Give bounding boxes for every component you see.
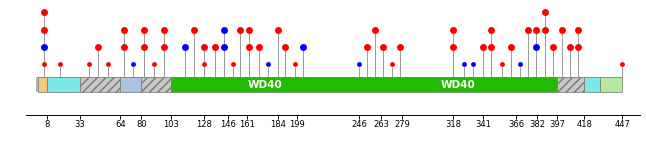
Bar <box>37 77 47 92</box>
Bar <box>359 77 557 92</box>
Bar <box>141 77 171 92</box>
Bar <box>600 77 623 92</box>
Bar <box>47 77 79 92</box>
Text: WD40: WD40 <box>248 80 282 90</box>
Bar <box>79 77 120 92</box>
Bar <box>171 77 359 92</box>
Bar <box>36 77 623 92</box>
Bar <box>585 77 600 92</box>
Bar <box>120 77 141 92</box>
Bar <box>557 77 585 92</box>
Text: WD40: WD40 <box>441 80 475 90</box>
